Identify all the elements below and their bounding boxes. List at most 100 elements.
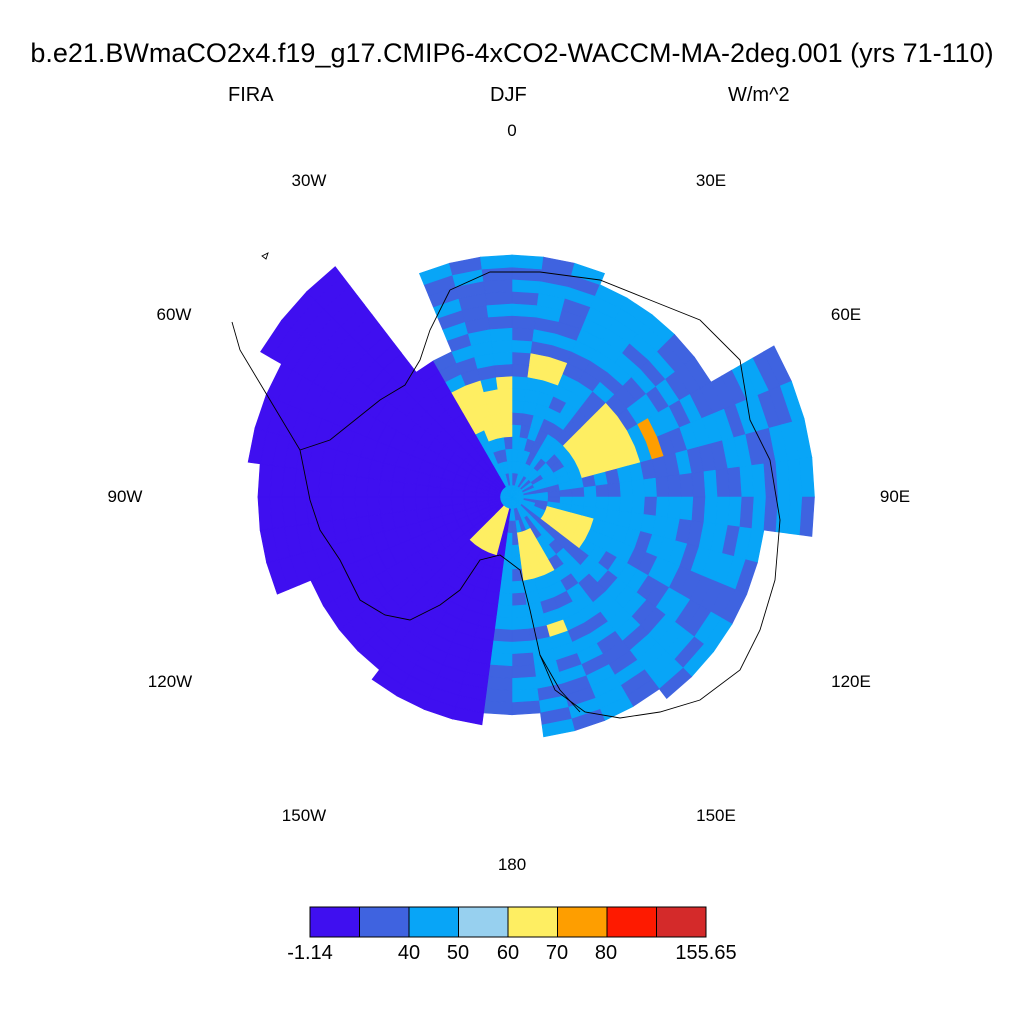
map-cell (511, 628, 532, 643)
map-cell (495, 604, 513, 619)
map-cell (354, 476, 369, 498)
coastline-path (261, 252, 269, 260)
map-cell (492, 628, 513, 643)
data-cells (247, 254, 815, 738)
map-cell (451, 496, 465, 506)
map-cell (511, 580, 525, 595)
map-cell (655, 476, 670, 498)
map-cell (511, 254, 544, 270)
map-cell (703, 469, 719, 498)
map-cell (511, 351, 532, 366)
map-cell (511, 688, 540, 704)
map-cell (619, 496, 634, 514)
map-cell (511, 266, 543, 282)
subtitle-left: FIRA (228, 84, 274, 106)
map-cell (511, 339, 533, 354)
map-cell (318, 471, 333, 498)
map-cell (715, 468, 731, 498)
map-cell (667, 474, 682, 498)
lon-label-30e: 30E (695, 171, 727, 190)
lon-label-150e: 150E (696, 806, 736, 825)
colorbar-label-60: 60 (496, 942, 520, 964)
lon-label-180: 180 (497, 855, 527, 874)
map-cell (481, 266, 513, 282)
map-cell (511, 387, 527, 402)
map-cell (269, 465, 285, 498)
map-cell (378, 496, 393, 515)
lon-label-30w: 30W (291, 171, 327, 190)
map-cell (414, 496, 429, 510)
map-cell (511, 327, 535, 342)
colorbar-swatch (309, 906, 360, 938)
map-cell (739, 496, 755, 529)
map-cell (257, 496, 273, 531)
map-cell (330, 496, 345, 522)
map-cell (583, 485, 598, 498)
colorbar-label-max: 155.65 (675, 942, 737, 964)
map-cell (492, 351, 513, 366)
map-cell (426, 485, 441, 498)
colorbar-label-min: -1.14 (287, 942, 333, 964)
map-cell (426, 496, 441, 509)
lon-label-60e: 60E (830, 305, 862, 324)
colorbar (309, 906, 707, 938)
map-cell (739, 465, 755, 498)
map-cell (491, 339, 513, 354)
coastline-path (299, 289, 451, 451)
map-cell (703, 496, 719, 525)
map-cell (511, 315, 537, 330)
map-cell (495, 375, 513, 390)
map-cell (390, 480, 405, 498)
map-cell (489, 327, 513, 342)
colorbar-label-40: 40 (397, 942, 421, 964)
map-cell (631, 496, 646, 515)
map-cell (511, 363, 530, 378)
map-cell (511, 604, 529, 619)
map-cell (318, 496, 333, 523)
lon-label-150w: 150W (281, 806, 327, 825)
lon-label-60w: 60W (156, 305, 192, 324)
map-cell (293, 496, 309, 526)
map-cell (390, 496, 405, 514)
colorbar-swatch (557, 906, 608, 938)
map-cell (511, 399, 525, 414)
lon-label-0: 0 (507, 121, 517, 140)
lon-label-90w: 90W (107, 487, 143, 506)
lon-label-90e: 90E (879, 487, 911, 506)
colorbar-label-70: 70 (545, 942, 569, 964)
map-cell (293, 468, 309, 498)
coastline (231, 252, 781, 719)
map-cell (494, 616, 513, 631)
map-cell (511, 640, 533, 655)
subtitle-right: W/m^2 (728, 84, 790, 106)
map-cell (511, 592, 527, 607)
map-cell (679, 496, 694, 522)
map-cell (631, 479, 646, 498)
subtitle-center: DJF (490, 84, 527, 106)
map-cell (643, 496, 658, 517)
map-cell (342, 496, 357, 520)
map-cell (583, 496, 598, 509)
map-cell (257, 463, 273, 498)
map-cell (667, 496, 682, 520)
colorbar-swatch (656, 906, 707, 938)
map-cell (497, 387, 513, 402)
colorbar-swatch (606, 906, 657, 938)
map-cell (511, 411, 524, 426)
map-cell (658, 667, 693, 700)
map-cell (366, 477, 381, 498)
map-cell (511, 303, 538, 318)
lon-label-120e: 120E (831, 672, 871, 691)
map-cell (511, 616, 530, 631)
map-cell (502, 424, 513, 438)
map-cell (511, 700, 541, 716)
map-cell (715, 496, 731, 526)
map-cell (378, 479, 393, 498)
map-cell (487, 315, 513, 330)
map-cell (486, 676, 513, 691)
map-cell (541, 718, 576, 738)
map-cell (727, 496, 743, 528)
map-cell (679, 472, 694, 498)
colorbar-swatch (458, 906, 509, 938)
